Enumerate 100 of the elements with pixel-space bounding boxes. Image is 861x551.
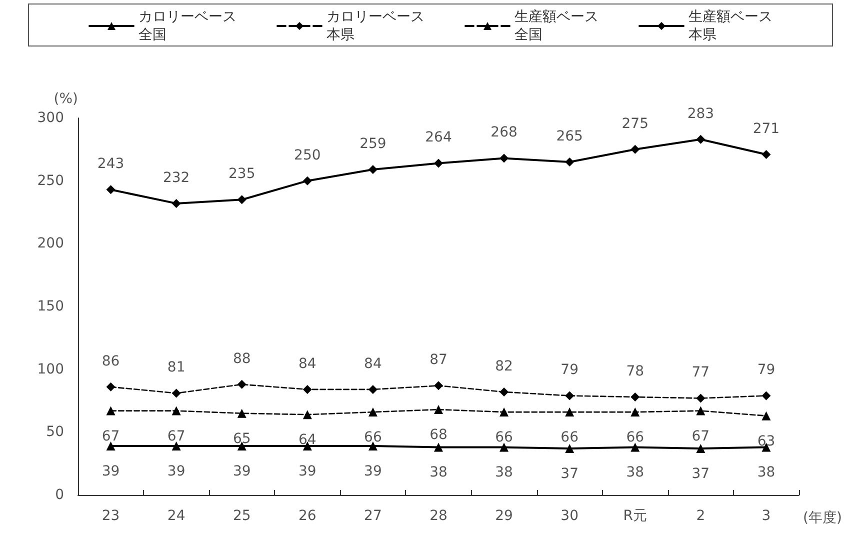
y-tick-label: 100 bbox=[37, 361, 64, 378]
data-label: 77 bbox=[692, 364, 710, 381]
data-label: 232 bbox=[162, 170, 190, 186]
point bbox=[237, 380, 246, 389]
data-label: 39 bbox=[364, 463, 382, 480]
point bbox=[696, 444, 706, 454]
data-label: 84 bbox=[298, 356, 316, 372]
point bbox=[368, 408, 378, 417]
x-tick-label: 24 bbox=[167, 508, 186, 524]
point bbox=[762, 391, 771, 400]
data-label: 66 bbox=[495, 430, 514, 446]
y-tick-label: 200 bbox=[37, 236, 64, 252]
data-label: 87 bbox=[430, 352, 448, 368]
point bbox=[630, 144, 640, 154]
point bbox=[630, 442, 640, 452]
point bbox=[106, 441, 116, 450]
data-label: 67 bbox=[167, 428, 186, 444]
point bbox=[630, 408, 640, 417]
data-label: 68 bbox=[430, 427, 448, 444]
point bbox=[696, 406, 706, 416]
x-tick-label: 2 bbox=[696, 508, 706, 524]
point bbox=[302, 384, 312, 394]
x-tick-label: 3 bbox=[762, 508, 771, 524]
point bbox=[172, 388, 181, 398]
y-tick-label: 150 bbox=[37, 298, 64, 314]
point bbox=[302, 410, 312, 420]
data-label: 264 bbox=[425, 130, 452, 146]
x-tick-label: 28 bbox=[430, 508, 448, 524]
point bbox=[565, 157, 574, 166]
data-label: 271 bbox=[752, 120, 780, 137]
legend-label: カロリーベース本県 bbox=[326, 9, 424, 43]
data-label: 39 bbox=[167, 463, 186, 480]
data-label: 66 bbox=[364, 430, 382, 446]
data-label: 64 bbox=[298, 432, 316, 448]
x-tick-label: 30 bbox=[560, 508, 579, 524]
y-tick-label: 50 bbox=[46, 424, 64, 440]
x-tick-label: 25 bbox=[232, 508, 251, 524]
data-label: 265 bbox=[556, 128, 583, 144]
x-tick-label: 23 bbox=[102, 508, 120, 524]
point bbox=[696, 394, 706, 403]
data-label: 67 bbox=[692, 428, 710, 444]
data-label: 66 bbox=[626, 430, 644, 446]
data-label: 38 bbox=[757, 464, 776, 481]
point bbox=[172, 406, 181, 416]
point bbox=[630, 392, 640, 402]
y-tick-label: 300 bbox=[37, 110, 64, 126]
point bbox=[237, 195, 246, 204]
point bbox=[565, 391, 574, 400]
data-label: 37 bbox=[692, 466, 710, 482]
point bbox=[434, 442, 443, 452]
data-label: 63 bbox=[757, 433, 776, 450]
point bbox=[696, 134, 706, 144]
data-label: 38 bbox=[495, 464, 513, 481]
point bbox=[762, 411, 771, 420]
y-tick-label: 0 bbox=[55, 487, 64, 503]
data-label: 259 bbox=[360, 136, 386, 152]
x-tick-label: R元 bbox=[623, 508, 648, 524]
y-tick-label: 250 bbox=[37, 172, 64, 189]
data-label: 275 bbox=[622, 116, 649, 132]
data-label: 38 bbox=[626, 464, 644, 481]
data-label: 66 bbox=[560, 430, 579, 446]
point bbox=[434, 158, 443, 168]
data-label: 39 bbox=[232, 463, 251, 480]
x-tick-label: 27 bbox=[364, 508, 382, 524]
data-label: 79 bbox=[757, 362, 776, 378]
x-axis-title: (年度) bbox=[803, 510, 842, 526]
point bbox=[237, 408, 246, 418]
point bbox=[106, 406, 116, 416]
point bbox=[500, 387, 509, 396]
data-label: 82 bbox=[495, 358, 513, 374]
point bbox=[762, 150, 771, 159]
data-label: 67 bbox=[102, 428, 120, 444]
data-label: 81 bbox=[167, 360, 186, 376]
x-tick-label: 29 bbox=[495, 508, 513, 524]
data-label: 235 bbox=[228, 166, 256, 182]
legend-label: カロリーベース全国 bbox=[138, 9, 236, 43]
point bbox=[565, 408, 574, 417]
point bbox=[368, 165, 378, 174]
data-label: 250 bbox=[294, 147, 321, 164]
point bbox=[500, 154, 509, 163]
point bbox=[172, 198, 181, 208]
data-label: 86 bbox=[102, 353, 120, 370]
point bbox=[302, 176, 312, 186]
x-tick-label: 26 bbox=[298, 508, 316, 524]
data-label: 283 bbox=[687, 106, 714, 122]
point bbox=[106, 185, 116, 194]
y-axis-title: (%) bbox=[54, 91, 78, 107]
data-label: 243 bbox=[97, 156, 124, 172]
point bbox=[434, 381, 443, 390]
point bbox=[106, 382, 116, 392]
data-label: 79 bbox=[560, 362, 579, 378]
data-label: 268 bbox=[490, 124, 518, 141]
point bbox=[368, 384, 378, 394]
data-label: 39 bbox=[298, 463, 316, 480]
legend-label: 生産額ベース全国 bbox=[514, 9, 598, 43]
point bbox=[500, 408, 509, 417]
data-label: 78 bbox=[626, 363, 644, 380]
point bbox=[500, 442, 509, 452]
point bbox=[172, 441, 181, 450]
point bbox=[565, 444, 574, 454]
